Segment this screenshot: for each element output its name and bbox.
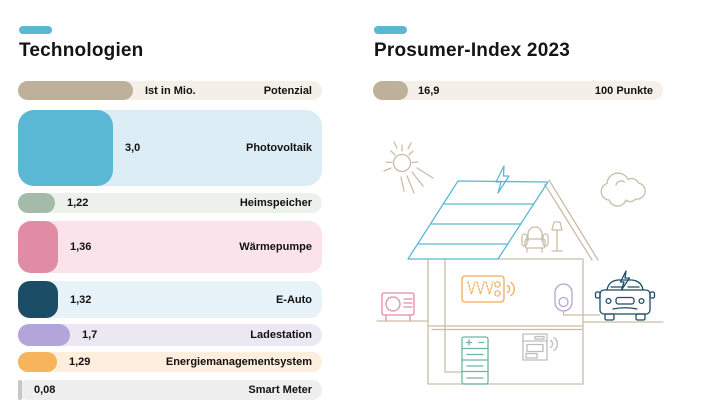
bar-row-photovoltaik: 3,0 Photovoltaik — [18, 110, 322, 186]
bar-track — [18, 221, 322, 273]
ev-car-icon — [594, 270, 656, 321]
bar-value: 0,08 — [34, 384, 56, 396]
roof-outline — [497, 179, 599, 261]
index-bar-row: 16,9 100 Punkte — [373, 81, 663, 100]
bar-fill — [18, 380, 22, 400]
bar-fill — [18, 221, 58, 273]
bar-row-ladestation: 1,7 Ladestation — [18, 324, 322, 346]
washing-machine-icon — [522, 333, 558, 361]
bar-track — [18, 352, 322, 372]
bar-value: 1,36 — [70, 241, 92, 253]
bar-row-e-auto: 1,32 E-Auto — [18, 281, 322, 318]
index-track — [373, 81, 663, 100]
wallbox-charger-icon — [554, 283, 573, 312]
index-max-label: 100 Punkte — [594, 84, 653, 97]
bar-row-energiemanagementsystem: 1,29 Energiemanagementsystem — [18, 352, 322, 372]
battery-storage-icon — [461, 336, 489, 385]
bar-label: Energiemanagementsystem — [165, 356, 312, 368]
solar-panel-icon — [407, 180, 549, 260]
bar-label: E-Auto — [275, 293, 312, 306]
legend-potenzial-label: Potenzial — [263, 84, 312, 97]
bar-track — [18, 324, 322, 346]
bar-label: Wärmepumpe — [239, 241, 312, 253]
bar-track — [18, 380, 322, 400]
charging-cable — [562, 310, 601, 316]
bar-label: Heimspeicher — [239, 197, 312, 209]
cloud-icon — [600, 172, 646, 207]
bar-fill — [18, 193, 55, 213]
house-outline — [376, 258, 664, 385]
bar-track — [18, 193, 322, 213]
bar-label: Photovoltaik — [245, 142, 312, 154]
bar-value: 1,7 — [82, 329, 98, 341]
bar-fill — [18, 352, 57, 372]
bar-fill — [18, 110, 113, 186]
bar-row-waermepumpe: 1,36 Wärmepumpe — [18, 221, 322, 273]
armchair-icon — [521, 226, 549, 253]
bar-track — [18, 281, 322, 318]
bar-fill — [18, 324, 70, 346]
right-panel-title: Prosumer-Index 2023 — [374, 40, 570, 61]
accent-pill-right — [374, 26, 407, 34]
bar-row-heimspeicher: 1,22 Heimspeicher — [18, 193, 322, 213]
legend-ist-label: Ist in Mio. — [145, 84, 196, 97]
bar-value: 1,32 — [70, 293, 92, 306]
wifi-icon — [506, 281, 515, 297]
bar-value: 1,22 — [67, 197, 89, 209]
wifi-icon — [549, 336, 558, 352]
lightning-bolt-icon — [495, 165, 510, 194]
bar-row-smart-meter: 0,08 Smart Meter — [18, 380, 322, 400]
bar-fill — [18, 281, 58, 318]
bar-label: Ladestation — [250, 329, 312, 341]
bar-label: Smart Meter — [248, 384, 312, 396]
bar-value: 1,29 — [69, 356, 91, 368]
heat-pump-icon — [381, 292, 415, 321]
accent-pill-left — [19, 26, 52, 34]
index-value: 16,9 — [418, 84, 440, 97]
prosumer-house-illustration — [376, 141, 664, 385]
legend-ist-swatch — [18, 81, 133, 100]
floor-lamp-icon — [551, 221, 563, 252]
legend-row: Ist in Mio. Potenzial — [18, 81, 322, 100]
bar-value: 3,0 — [125, 142, 141, 154]
index-fill — [373, 81, 408, 100]
left-panel-title: Technologien — [19, 40, 144, 61]
sun-icon — [383, 141, 434, 194]
radiator-icon — [461, 275, 515, 303]
